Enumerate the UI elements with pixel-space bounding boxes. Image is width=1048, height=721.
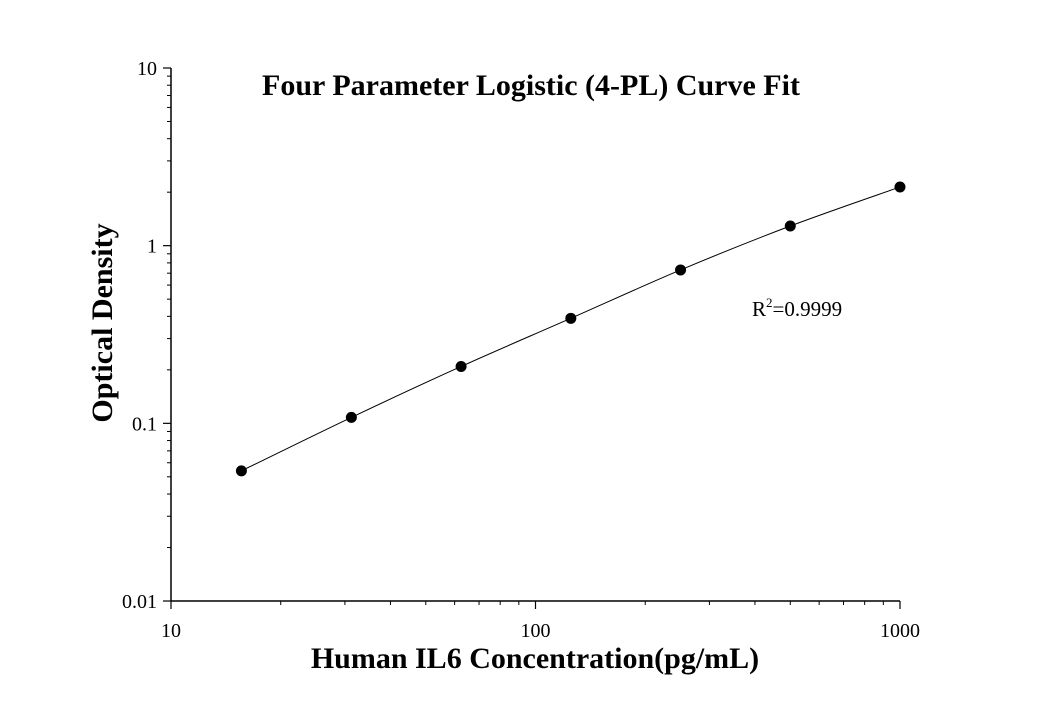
data-point	[565, 312, 577, 324]
x-axis-title: Human IL6 Concentration(pg/mL)	[311, 642, 759, 675]
x-tick-label: 100	[521, 620, 551, 642]
y-tick-label: 0.01	[122, 591, 157, 613]
r-squared-annotation: R2=0.9999	[752, 295, 842, 321]
axes	[170, 68, 900, 602]
y-axis-title: Optical Density	[86, 223, 119, 422]
data-point	[894, 181, 906, 193]
y-tick-label: 0.1	[132, 413, 157, 435]
fit-curve	[241, 186, 901, 472]
data-point	[784, 220, 796, 232]
r-squared-value: =0.9999	[773, 297, 843, 321]
tick-marks	[163, 67, 901, 609]
r-squared-prefix: R	[752, 297, 766, 321]
data-point	[455, 360, 467, 372]
x-tick-label: 10	[161, 620, 181, 642]
data-point	[235, 465, 247, 477]
y-tick-label: 10	[137, 58, 157, 80]
tick-labels: 0.01 0.1 1 10 10 100 1000	[122, 58, 920, 642]
r-squared-superscript: 2	[766, 295, 773, 310]
data-points	[235, 181, 906, 477]
data-point	[345, 411, 357, 423]
x-tick-label: 1000	[880, 620, 920, 642]
chart-title: Four Parameter Logistic (4-PL) Curve Fit	[262, 69, 800, 102]
y-tick-label: 1	[147, 236, 157, 258]
data-point	[675, 264, 687, 276]
